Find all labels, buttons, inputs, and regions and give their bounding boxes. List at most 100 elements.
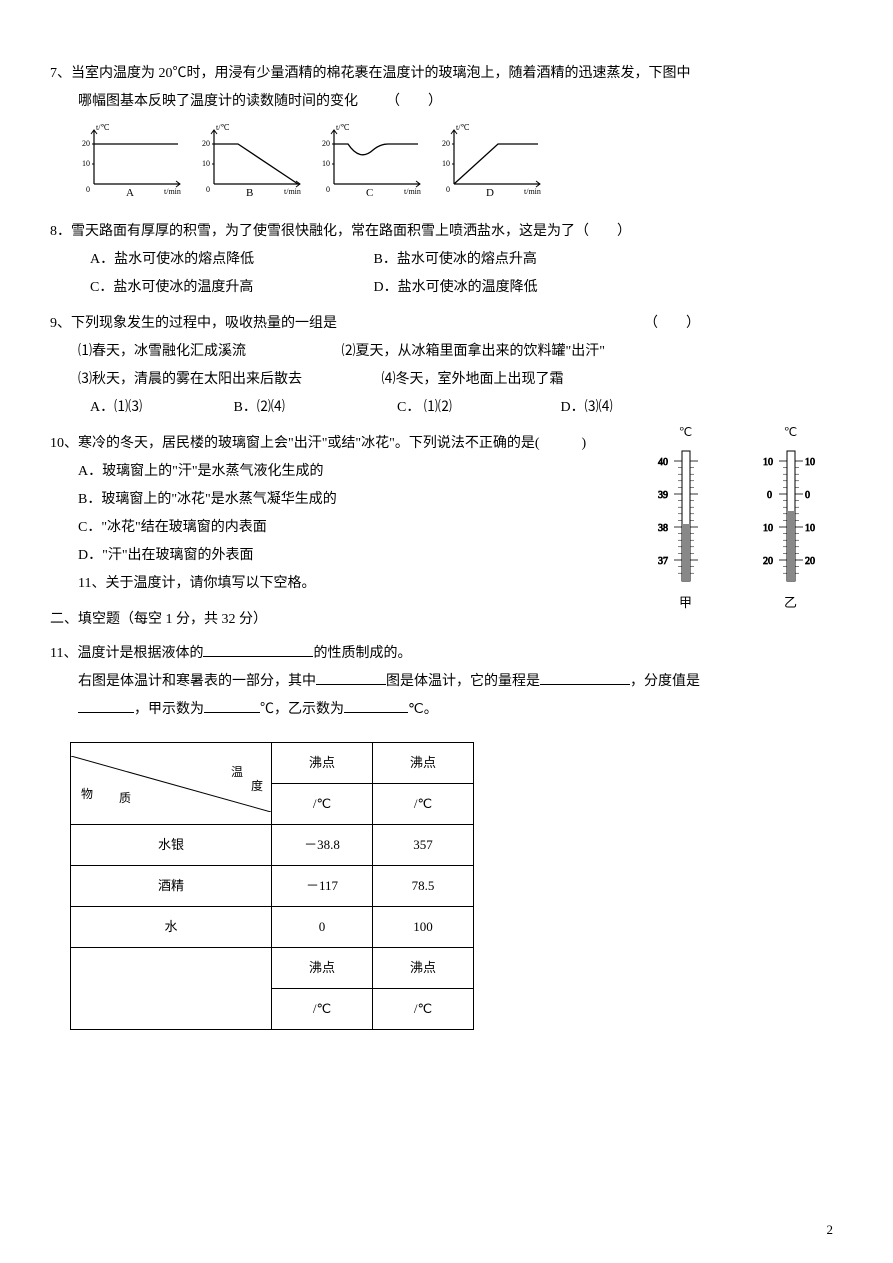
cell-fu1: /℃ <box>272 989 373 1030</box>
svg-text:t/℃: t/℃ <box>96 123 109 132</box>
blank-1[interactable] <box>203 642 313 657</box>
diag-top: 温 <box>231 760 243 784</box>
q7-paren: （ ） <box>386 94 442 109</box>
svg-text:10: 10 <box>442 159 450 168</box>
cell-v1: 0 <box>272 907 373 948</box>
therm-yi: ℃ 10 0 10 20 10 0 10 20 <box>761 420 821 616</box>
q9-item-4: ⑷冬天，室外地面上出现了霜 <box>382 372 564 387</box>
q9-opt-c: C． ⑴⑵ <box>397 394 557 422</box>
svg-text:t/℃: t/℃ <box>336 123 349 132</box>
q7-num: 7、 <box>50 66 71 81</box>
q7-text1: 当室内温度为 20℃时，用浸有少量酒精的棉花裹在温度计的玻璃泡上，随着酒精的迅速… <box>71 66 691 81</box>
blank-3[interactable] <box>540 670 630 685</box>
table-row: 水 0 100 <box>71 907 474 948</box>
q8-opt-d: D．盐水可使冰的温度降低 <box>374 274 538 302</box>
svg-text:20: 20 <box>805 556 815 567</box>
chart-c-label: C <box>366 182 373 204</box>
therm-yi-label: 乙 <box>784 590 797 616</box>
therm-unit-yi: ℃ <box>784 420 797 444</box>
page-number: 2 <box>827 1217 834 1243</box>
q8-text: 雪天路面有厚厚的积雪，为了使雪很快融化，常在路面积雪上喷洒盐水，这是为了（ ） <box>71 224 631 239</box>
q11-text2a: 右图是体温计和寒暑表的一部分，其中 <box>78 674 316 689</box>
cell-name: 水银 <box>71 825 272 866</box>
chart-c: 20 10 0 t/℃ t/min C <box>318 122 428 202</box>
q7-charts: 20 10 0 t/℃ t/min A 20 10 0 t/℃ t/min <box>50 122 843 202</box>
blank-5[interactable] <box>204 698 260 713</box>
svg-text:0: 0 <box>446 185 450 194</box>
therm-jia: ℃ 40 39 38 37 <box>656 420 716 616</box>
svg-text:0: 0 <box>206 185 210 194</box>
question-9: 9、下列现象发生的过程中，吸收热量的一组是 （ ） ⑴春天，冰雪融化汇成溪流 ⑵… <box>50 310 843 422</box>
svg-text:39: 39 <box>658 490 668 501</box>
svg-text:t/min: t/min <box>164 187 181 196</box>
q8-opt-c: C．盐水可使冰的温度升高 <box>90 274 370 302</box>
question-8: 8．雪天路面有厚厚的积雪，为了使雪很快融化，常在路面积雪上喷洒盐水，这是为了（ … <box>50 218 843 302</box>
cell-fu2: /℃ <box>373 989 474 1030</box>
svg-text:10: 10 <box>322 159 330 168</box>
q11-text1a: 温度计是根据液体的 <box>77 646 203 661</box>
q9-item-3: ⑶秋天，清晨的雾在太阳出来后散去 <box>78 366 378 394</box>
diag-bot-r: 质 <box>119 786 131 810</box>
question-7: 7、当室内温度为 20℃时，用浸有少量酒精的棉花裹在温度计的玻璃泡上，随着酒精的… <box>50 60 843 202</box>
cell-v1: －117 <box>272 866 373 907</box>
table-row: 酒精 －117 78.5 <box>71 866 474 907</box>
chart-b-label: B <box>246 182 253 204</box>
th-unit1: /℃ <box>272 784 373 825</box>
svg-text:20: 20 <box>82 139 90 148</box>
svg-text:10: 10 <box>763 523 773 534</box>
cell-name: 酒精 <box>71 866 272 907</box>
svg-text:38: 38 <box>658 523 668 534</box>
q9-opt-a: A．⑴⑶ <box>90 394 230 422</box>
th-unit2: /℃ <box>373 784 474 825</box>
q11-num: 11、 <box>50 646 77 661</box>
diag-top-r: 度 <box>251 774 263 798</box>
cell-name: 水 <box>71 907 272 948</box>
q9-opt-b: B．⑵⑷ <box>234 394 394 422</box>
blank-4[interactable] <box>78 698 134 713</box>
q9-opt-d: D．⑶⑷ <box>561 394 613 422</box>
svg-text:10: 10 <box>805 523 815 534</box>
q11-text2c: ，分度值是 <box>630 674 700 689</box>
blank-6[interactable] <box>344 698 408 713</box>
svg-text:10: 10 <box>805 457 815 468</box>
q11-text1b: 的性质制成的。 <box>313 646 411 661</box>
cell-empty <box>71 948 272 1030</box>
table-row: 沸点 沸点 <box>71 948 474 989</box>
svg-text:10: 10 <box>763 457 773 468</box>
blank-2[interactable] <box>316 670 386 685</box>
svg-text:t/℃: t/℃ <box>456 123 469 132</box>
svg-text:t/℃: t/℃ <box>216 123 229 132</box>
q10-num: 10、 <box>50 436 78 451</box>
q9-num: 9、 <box>50 316 71 331</box>
svg-text:20: 20 <box>202 139 210 148</box>
chart-a: 20 10 0 t/℃ t/min A <box>78 122 188 202</box>
chart-d: 20 10 0 t/℃ t/min D <box>438 122 548 202</box>
cell-v2: 100 <box>373 907 474 948</box>
q8-num: 8． <box>50 224 71 239</box>
therm-unit-jia: ℃ <box>679 420 692 444</box>
q10-text: 寒冷的冬天，居民楼的玻璃窗上会"出汗"或结"冰花"。下列说法不正确的是( ) <box>78 436 586 451</box>
chart-b: 20 10 0 t/℃ t/min B <box>198 122 308 202</box>
svg-text:20: 20 <box>442 139 450 148</box>
svg-text:37: 37 <box>658 556 668 567</box>
q8-opt-a: A．盐水可使冰的熔点降低 <box>90 246 370 274</box>
svg-text:0: 0 <box>767 490 772 501</box>
q11-text3b: ℃，乙示数为 <box>260 702 344 717</box>
q9-item-1: ⑴春天，冰雪融化汇成溪流 <box>78 338 338 366</box>
diag-bot: 物 <box>81 782 93 806</box>
svg-text:40: 40 <box>658 457 668 468</box>
th-col2: 沸点 <box>373 743 474 784</box>
q9-text: 下列现象发生的过程中，吸收热量的一组是 <box>71 316 337 331</box>
q9-paren: （ ） <box>644 316 700 331</box>
svg-text:20: 20 <box>763 556 773 567</box>
q11-text3c: ℃。 <box>408 702 438 717</box>
q11-text3a: ，甲示数为 <box>134 702 204 717</box>
cell-v1: －38.8 <box>272 825 373 866</box>
chart-a-label: A <box>126 182 134 204</box>
th-col1: 沸点 <box>272 743 373 784</box>
cell-v2: 78.5 <box>373 866 474 907</box>
data-table: 温 度 物 质 沸点 沸点 /℃ /℃ 水银 －38.8 357 酒精 －117… <box>70 742 474 1030</box>
svg-text:t/min: t/min <box>284 187 301 196</box>
q11-text2b: 图是体温计，它的量程是 <box>386 674 540 689</box>
cell-f2: 沸点 <box>373 948 474 989</box>
